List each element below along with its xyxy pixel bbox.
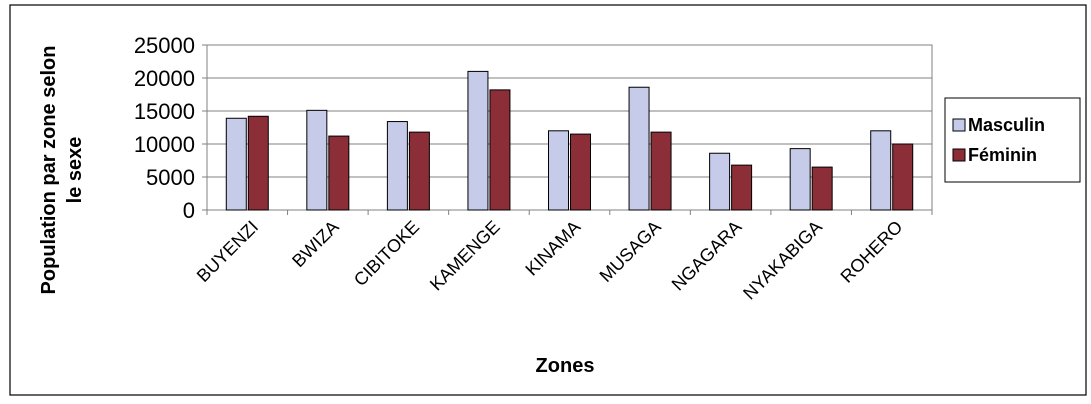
bar-fminin-buyenzi [247, 115, 269, 211]
y-tick-label: 10000 [134, 132, 195, 157]
bar-masculin-kinama [548, 130, 569, 211]
y-tick-label: 0 [183, 198, 195, 223]
bar-masculin-bwiza [306, 109, 328, 211]
y-tick-label: 15000 [134, 99, 195, 124]
bar-masculin-cibitoke [386, 121, 408, 211]
y-tick-label: 5000 [146, 165, 195, 190]
x-axis-title: Zones [536, 355, 595, 377]
legend-label-masculin: Masculin [968, 115, 1045, 135]
bar-fminin-bwiza [328, 135, 350, 211]
bar-fminin-kamenge [489, 89, 511, 211]
bar-masculin-buyenzi [225, 117, 247, 211]
legend-label-feminin: Féminin [968, 145, 1037, 165]
bar-fminin-nyakabiga [811, 166, 833, 211]
bar-fminin-cibitoke [408, 131, 430, 211]
legend-swatch-feminin [952, 148, 966, 162]
bar-fminin-ngagara [731, 164, 753, 211]
y-tick-label: 25000 [134, 33, 195, 58]
gridlines [207, 44, 932, 178]
bar-masculin-kamenge [467, 70, 489, 211]
y-axis-title-line1: Population par zone selon [38, 46, 60, 295]
bar-masculin-musaga [628, 86, 650, 211]
y-axis-ticks: 0 5000 10000 15000 20000 25000 [134, 33, 207, 223]
bar-masculin-ngagara [709, 152, 731, 211]
legend-swatch-masculin [952, 118, 966, 132]
legend-box [944, 97, 1081, 183]
bar-fminin-kinama [570, 133, 591, 211]
bar-masculin-nyakabiga [789, 148, 811, 211]
legend: Masculin Féminin [944, 97, 1081, 183]
y-axis-title-line2: le sexe [64, 137, 86, 204]
bar-series [225, 70, 914, 211]
y-axis-title: Population par zone selon le sexe [38, 46, 86, 295]
y-tick-label: 20000 [134, 66, 195, 91]
bar-fminin-rohero [892, 143, 914, 211]
plot-area [206, 44, 933, 211]
bar-fminin-musaga [650, 131, 672, 211]
bar-masculin-rohero [870, 130, 892, 211]
